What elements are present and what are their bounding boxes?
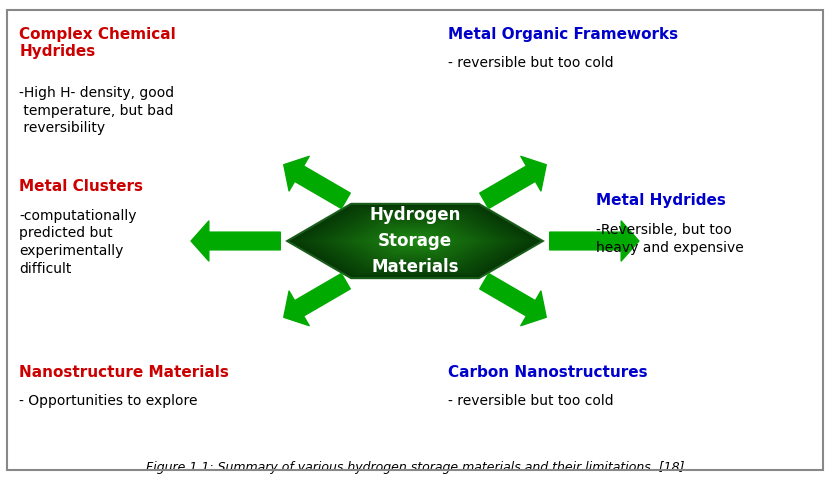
Polygon shape	[389, 234, 441, 248]
Polygon shape	[385, 232, 445, 250]
Text: - Opportunities to explore: - Opportunities to explore	[19, 394, 198, 408]
Polygon shape	[339, 219, 491, 263]
Polygon shape	[321, 214, 509, 268]
Polygon shape	[403, 237, 427, 245]
Polygon shape	[398, 236, 432, 246]
Polygon shape	[351, 222, 479, 260]
Text: -High H- density, good
 temperature, but bad
 reversibility: -High H- density, good temperature, but …	[19, 86, 174, 135]
Polygon shape	[305, 209, 525, 273]
Text: Metal Hydrides: Metal Hydrides	[597, 193, 726, 208]
Text: Metal Clusters: Metal Clusters	[19, 179, 144, 194]
Polygon shape	[347, 221, 483, 261]
Polygon shape	[355, 224, 475, 258]
Polygon shape	[313, 211, 517, 271]
Polygon shape	[287, 204, 543, 278]
Polygon shape	[325, 215, 505, 267]
Text: Metal Organic Frameworks: Metal Organic Frameworks	[448, 27, 678, 41]
Polygon shape	[373, 228, 457, 254]
Text: Hydrogen
Storage
Materials: Hydrogen Storage Materials	[369, 206, 461, 276]
Polygon shape	[300, 208, 530, 274]
Polygon shape	[407, 239, 423, 243]
Text: -Reversible, but too
heavy and expensive: -Reversible, but too heavy and expensive	[597, 223, 745, 255]
Polygon shape	[359, 225, 471, 257]
Polygon shape	[295, 206, 535, 276]
Text: Carbon Nanostructures: Carbon Nanostructures	[448, 365, 647, 380]
Text: -computationally
predicted but
experimentally
difficult: -computationally predicted but experimen…	[19, 209, 137, 276]
Text: Complex Chemical
Hydrides: Complex Chemical Hydrides	[19, 27, 176, 59]
Text: Nanostructure Materials: Nanostructure Materials	[19, 365, 229, 380]
Text: Figure 1.1: Summary of various hydrogen storage materials and their limitations.: Figure 1.1: Summary of various hydrogen …	[146, 461, 684, 474]
Polygon shape	[330, 216, 500, 266]
Polygon shape	[317, 213, 513, 269]
Text: - reversible but too cold: - reversible but too cold	[448, 56, 613, 70]
Polygon shape	[369, 228, 461, 254]
Polygon shape	[381, 231, 449, 251]
Polygon shape	[393, 235, 437, 247]
Polygon shape	[309, 210, 521, 272]
Polygon shape	[377, 230, 453, 252]
Polygon shape	[334, 217, 496, 265]
Polygon shape	[291, 205, 539, 277]
Polygon shape	[364, 226, 466, 256]
Text: - reversible but too cold: - reversible but too cold	[448, 394, 613, 408]
Polygon shape	[411, 240, 419, 242]
Polygon shape	[343, 220, 487, 262]
